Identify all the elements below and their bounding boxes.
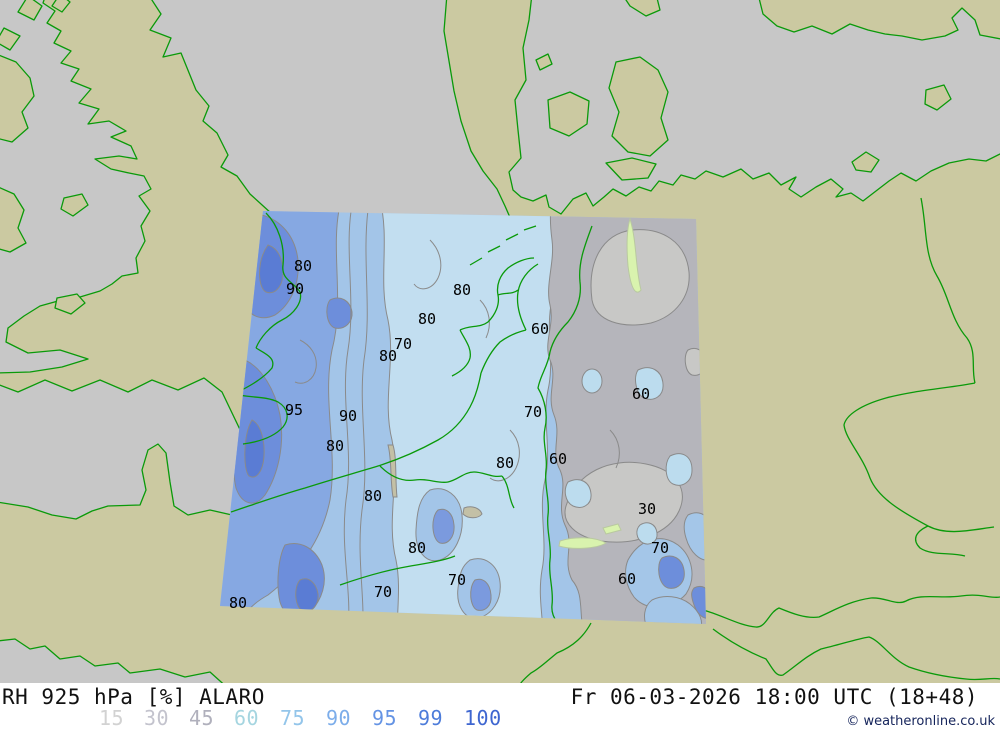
legend-value: 99 — [418, 706, 444, 730]
rh-core-99 — [295, 578, 319, 612]
contour-line — [489, 429, 520, 482]
contour-label: 70 — [394, 335, 412, 353]
footer: RH 925 hPa [%] ALARO Fr 06-03-2026 18:00… — [0, 683, 1000, 733]
contour-label: 80 — [326, 437, 344, 455]
contour-label: 60 — [632, 385, 650, 403]
border-alps-north — [702, 594, 1000, 628]
contour-line — [609, 429, 620, 469]
legend-value: 15 — [99, 706, 125, 730]
land-lolland — [605, 157, 657, 181]
contour-label: 70 — [374, 583, 392, 601]
contour-label: 80 — [408, 539, 426, 557]
contour-line — [294, 339, 317, 384]
rh-dry-tan — [462, 506, 483, 519]
contour-label: 70 — [524, 403, 542, 421]
border-rhine — [520, 622, 592, 683]
contour-label: 90 — [286, 280, 304, 298]
rh-se-blue — [644, 596, 703, 624]
legend-scale: 15 30 45 60 75 90 95 99 100 — [0, 706, 1000, 730]
landmasses — [0, 0, 1000, 683]
land-zealand — [608, 56, 669, 157]
border-france-belgium — [339, 555, 456, 586]
border-czech — [843, 382, 995, 533]
contour-label: 90 — [339, 407, 357, 425]
border-oder — [920, 197, 976, 384]
contour-label: 80 — [229, 594, 247, 612]
rh-green-dry — [626, 217, 642, 293]
rh-se-pocket — [636, 522, 658, 545]
rh-pocket-60 — [581, 368, 603, 394]
rh-blob-90 — [432, 508, 455, 544]
legend-value: 30 — [144, 706, 170, 730]
contour-label: 60 — [531, 320, 549, 338]
land-sweden-west — [625, 0, 661, 17]
border-belgium — [379, 465, 515, 509]
rh-pocket-60 — [635, 367, 664, 400]
legend-value: 90 — [326, 706, 352, 730]
contour-label: 70 — [651, 539, 669, 557]
border-alps-south — [712, 628, 1000, 681]
contour-label: 70 — [448, 571, 466, 589]
land-great-britain — [0, 0, 292, 447]
valid-datetime: Fr 06-03-2026 18:00 UTC (18+48) — [570, 685, 978, 709]
rh-pocket-60 — [564, 479, 592, 508]
legend-value: 60 — [234, 706, 260, 730]
coast-frisian-islands — [469, 225, 537, 266]
contour-line — [479, 299, 490, 339]
model-title: RH 925 hPa [%] ALARO — [2, 685, 265, 709]
land-scottish-isles — [0, 0, 71, 51]
border-nl-germany — [537, 225, 593, 624]
rh-se-core — [658, 555, 685, 589]
land-ireland-east — [0, 187, 27, 253]
contour-line — [359, 211, 369, 624]
rh-gray-30-45 — [590, 229, 690, 326]
land-ireland-north — [0, 54, 35, 143]
legend-value: 95 — [372, 706, 398, 730]
land-funen — [547, 91, 590, 137]
legend-value: 100 — [464, 706, 502, 730]
coast-england-overlay — [255, 212, 302, 349]
land-bornholm — [924, 84, 952, 111]
map-area: 80 90 80 80 70 80 60 60 95 90 70 80 80 80 70 70 80 60 30 70… — [0, 0, 1000, 683]
copyright: © weatheronline.co.uk — [846, 714, 995, 729]
coast-thames — [233, 347, 274, 395]
rh-overlay — [220, 211, 706, 624]
contour-label: 80 — [294, 257, 312, 275]
rh-core-99 — [244, 419, 265, 478]
contour-label: 60 — [549, 450, 567, 468]
coast-ijsselmeer — [451, 257, 539, 377]
legend-value: 45 — [189, 706, 215, 730]
rh-blob-90 — [470, 578, 492, 611]
land-sweden — [758, 0, 1000, 41]
land-anglesey — [54, 293, 86, 315]
rh-core-95 — [326, 297, 353, 329]
contour-label: 60 — [618, 570, 636, 588]
contour-label: 80 — [453, 281, 471, 299]
rh-core-99 — [259, 244, 284, 294]
rh-green-dry — [602, 523, 622, 535]
contour-label: 80 — [418, 310, 436, 328]
coast-kent — [233, 393, 288, 445]
contour-label: 80 — [496, 454, 514, 472]
contour-label: 80 — [364, 487, 382, 505]
contour-label: 95 — [285, 401, 303, 419]
coast-france-belgium-nl — [230, 372, 482, 513]
border-czech-south — [914, 525, 966, 557]
rh-green-dry — [558, 537, 607, 549]
land-isle-of-man — [60, 193, 89, 217]
land-ruegen — [851, 151, 880, 173]
contour-line — [413, 239, 442, 290]
land-samso — [535, 53, 553, 71]
rh-pocket-60 — [665, 453, 693, 486]
contour-line — [343, 211, 353, 624]
country-borders — [520, 197, 1000, 683]
legend-value: 75 — [280, 706, 306, 730]
contour-label: 80 — [379, 347, 397, 365]
contour-label: 30 — [638, 500, 656, 518]
